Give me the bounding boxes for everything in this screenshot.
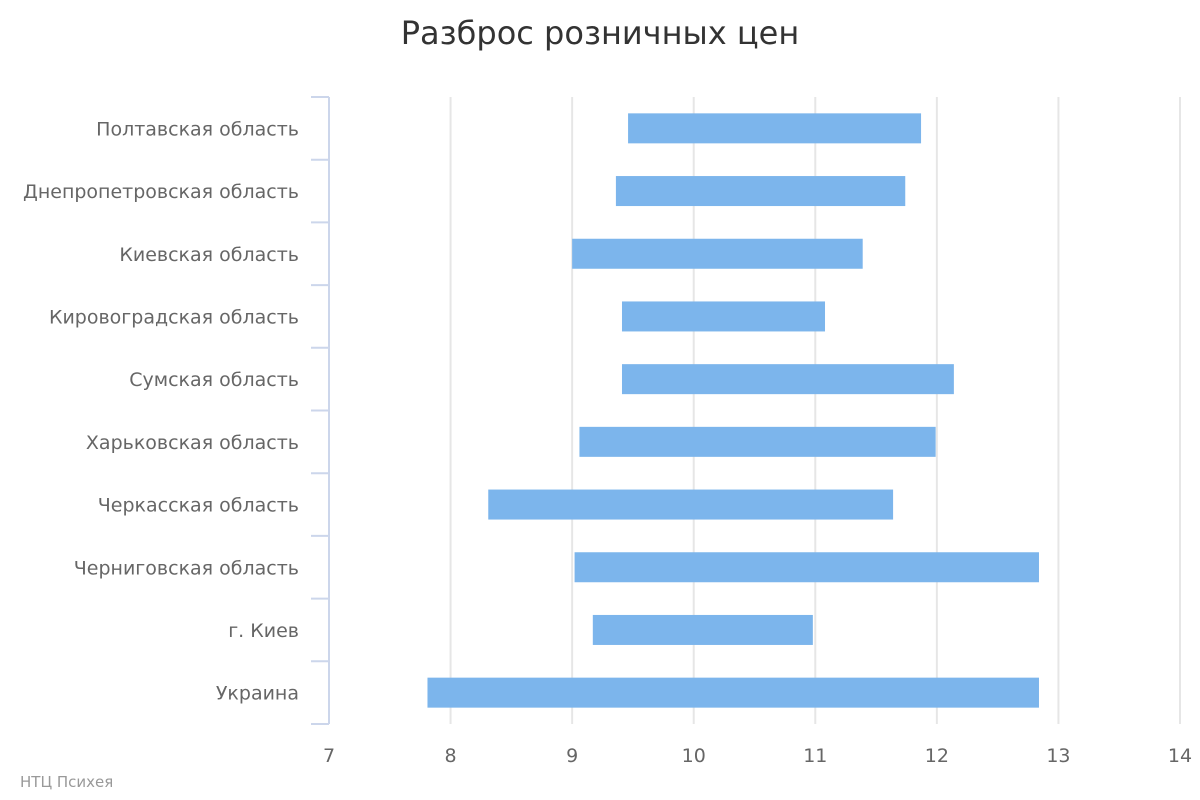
x-tick-label: 9 xyxy=(566,745,578,767)
chart-title: Разброс розничных цен xyxy=(400,14,800,52)
range-bar xyxy=(592,614,813,645)
x-tick-label: 14 xyxy=(1168,745,1192,767)
category-label: Украина xyxy=(216,683,299,705)
range-bar xyxy=(621,301,826,332)
category-label: Черниговская область xyxy=(74,557,299,579)
category-label: Киевская область xyxy=(119,244,299,266)
range-bar xyxy=(488,489,894,520)
category-label: Харьковская область xyxy=(86,432,299,454)
chart-credit[interactable]: НТЦ Психея xyxy=(20,773,114,791)
x-tick-label: 8 xyxy=(445,745,457,767)
range-bar xyxy=(621,364,954,395)
category-label: Днепропетровская область xyxy=(23,181,299,203)
x-tick-label: 10 xyxy=(682,745,706,767)
range-bar xyxy=(615,176,906,207)
range-bar xyxy=(427,677,1039,708)
x-tick-label: 7 xyxy=(323,745,335,767)
x-tick-label: 11 xyxy=(803,745,827,767)
category-label: Кировоградская область xyxy=(49,306,299,328)
x-tick-label: 12 xyxy=(925,745,949,767)
category-label: Черкасская область xyxy=(98,495,299,517)
category-label: Полтавская область xyxy=(96,118,299,140)
x-tick-label: 13 xyxy=(1046,745,1070,767)
range-bar xyxy=(579,426,936,457)
range-bar xyxy=(574,552,1039,583)
category-label: г. Киев xyxy=(228,620,299,642)
category-label: Сумская область xyxy=(129,369,299,391)
range-bar xyxy=(572,238,863,269)
range-bar xyxy=(628,113,922,144)
